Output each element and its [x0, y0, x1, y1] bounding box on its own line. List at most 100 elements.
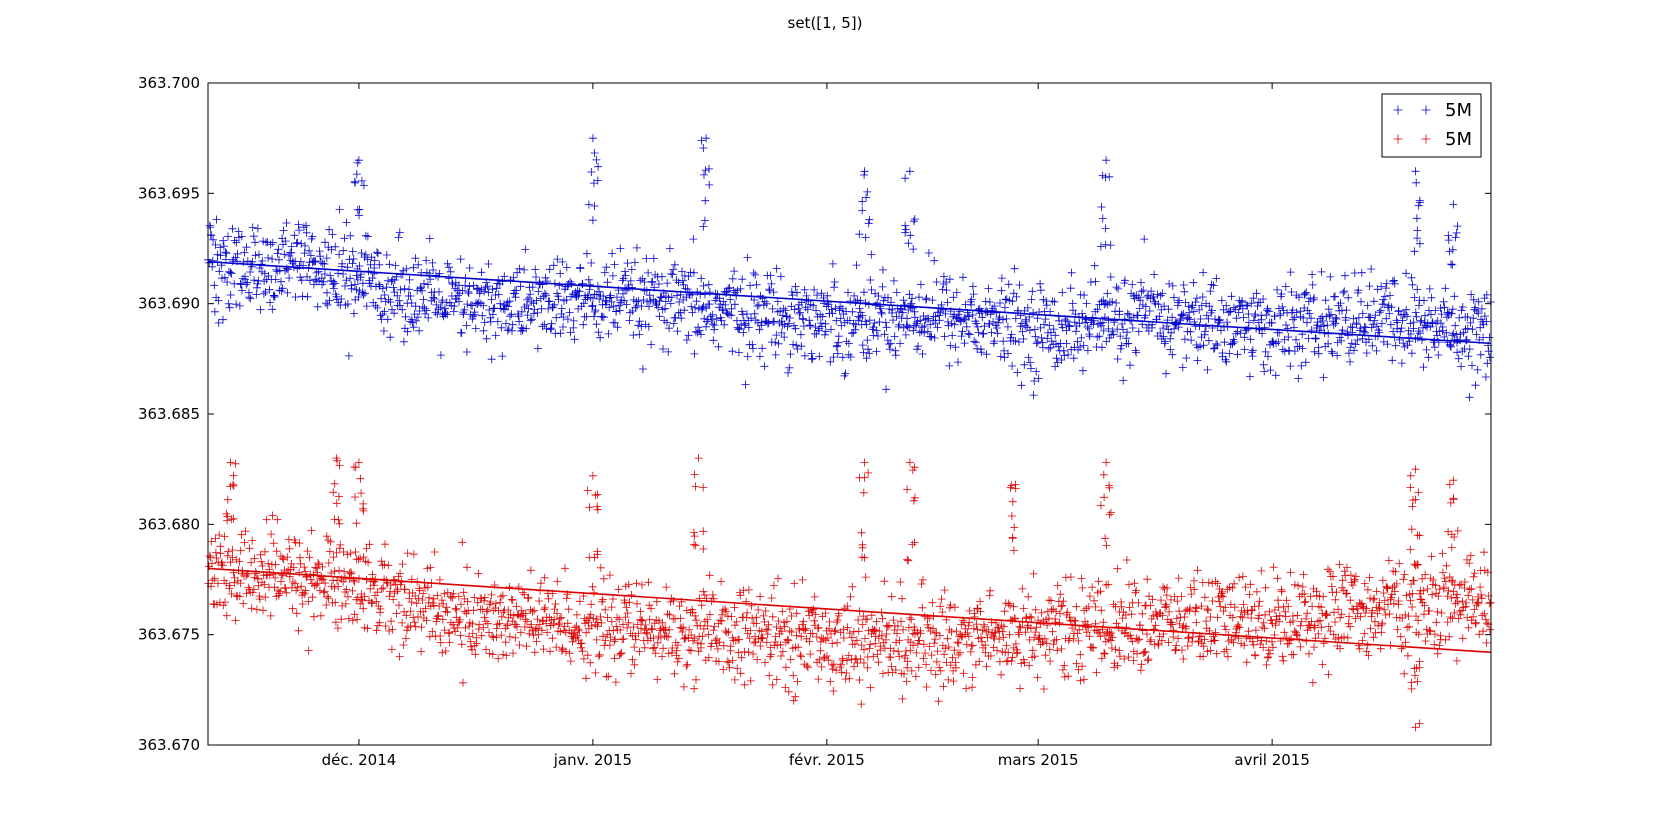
data-point	[860, 167, 869, 176]
data-point	[1324, 565, 1332, 574]
data-point	[986, 651, 995, 660]
data-point	[356, 554, 365, 563]
data-point	[609, 302, 618, 311]
data-point	[700, 170, 708, 179]
data-point	[1187, 303, 1196, 312]
data-point	[648, 277, 657, 286]
data-point	[393, 585, 402, 594]
data-point	[1350, 575, 1359, 584]
data-point	[643, 629, 652, 638]
data-point	[507, 595, 516, 604]
data-point	[1211, 315, 1219, 324]
data-point	[1457, 580, 1465, 589]
data-point	[275, 589, 284, 598]
data-point	[1297, 617, 1306, 626]
data-point	[922, 294, 931, 303]
data-point	[583, 486, 592, 495]
data-point	[1294, 581, 1302, 590]
data-point	[727, 612, 736, 621]
data-point	[1261, 347, 1270, 356]
data-point	[718, 305, 727, 314]
data-point	[658, 652, 666, 661]
data-point	[1281, 612, 1290, 621]
data-point	[613, 293, 621, 302]
data-point	[314, 559, 323, 567]
data-point	[777, 652, 785, 660]
data-point	[438, 296, 447, 305]
data-point	[679, 623, 688, 632]
data-point	[832, 666, 840, 675]
data-point	[1078, 366, 1087, 375]
data-point	[435, 602, 444, 610]
data-point	[1271, 621, 1280, 630]
data-point	[1074, 665, 1083, 674]
data-point	[418, 286, 426, 295]
data-point	[1381, 284, 1390, 293]
data-point	[474, 298, 483, 307]
data-point	[1213, 613, 1222, 622]
data-point	[728, 347, 737, 356]
data-point	[1100, 649, 1109, 658]
data-point	[733, 323, 742, 332]
data-point	[902, 677, 911, 686]
data-point	[939, 272, 948, 281]
data-point	[1317, 623, 1326, 632]
data-point	[1223, 318, 1231, 327]
y-axis: 363.670363.675363.680363.685363.690363.6…	[138, 74, 1491, 754]
data-point	[388, 625, 397, 634]
data-point	[1286, 568, 1295, 577]
data-point	[214, 296, 223, 305]
data-point	[443, 310, 452, 319]
data-point	[1463, 324, 1472, 333]
x-axis: déc. 2014 janv. 2015 févr. 2015 mars 2015 av…	[322, 83, 1310, 769]
data-point	[809, 605, 818, 614]
data-point	[826, 357, 835, 366]
data-point	[1181, 298, 1190, 307]
data-point	[1168, 350, 1177, 359]
data-point	[1094, 577, 1103, 586]
data-point	[1439, 584, 1448, 593]
data-point	[242, 243, 251, 252]
data-point	[719, 297, 728, 306]
data-point	[1394, 306, 1403, 315]
data-point	[720, 320, 729, 329]
data-point	[896, 578, 905, 586]
data-point	[952, 663, 960, 672]
data-point	[753, 655, 762, 664]
data-point	[1013, 648, 1022, 657]
data-point	[901, 174, 910, 183]
data-point	[650, 643, 659, 652]
data-point	[1172, 641, 1181, 650]
data-point	[1167, 618, 1176, 627]
data-point	[1324, 622, 1333, 631]
data-point	[992, 324, 1001, 332]
data-point	[331, 242, 340, 251]
data-point	[1454, 354, 1463, 363]
data-point	[781, 683, 790, 692]
data-point	[1321, 296, 1330, 305]
data-point	[380, 307, 389, 316]
data-point	[1012, 292, 1021, 301]
data-point	[523, 295, 532, 304]
data-point	[1204, 578, 1213, 587]
data-point	[558, 257, 567, 266]
data-point	[845, 316, 854, 325]
data-point	[1146, 601, 1155, 610]
data-point	[511, 633, 520, 642]
data-point	[457, 600, 465, 609]
data-point	[844, 288, 852, 297]
data-point	[227, 589, 236, 598]
data-point	[1424, 353, 1433, 362]
data-point	[589, 294, 597, 303]
data-point	[628, 655, 637, 664]
data-point	[1317, 267, 1326, 276]
data-point	[279, 226, 288, 235]
data-point	[605, 293, 614, 302]
data-point	[595, 287, 604, 296]
data-point	[305, 246, 314, 255]
data-point	[1403, 623, 1412, 632]
data-point	[875, 318, 884, 326]
data-point	[970, 612, 979, 621]
data-point	[569, 323, 578, 332]
data-point	[1378, 619, 1387, 628]
